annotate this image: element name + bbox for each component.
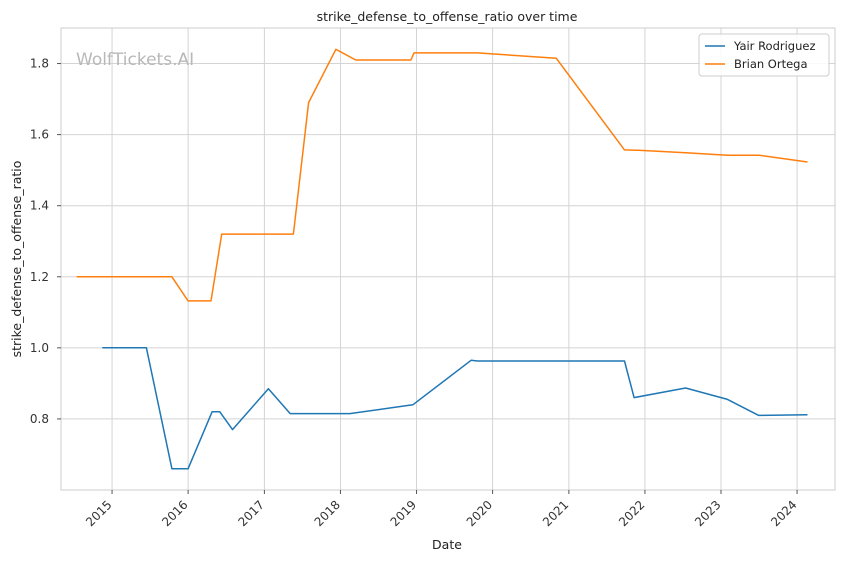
- legend-box: [698, 33, 830, 77]
- y-tick-label-2: 1.2: [30, 270, 49, 284]
- x-axis-title: Date: [432, 537, 462, 552]
- y-tick-label-3: 1.4: [30, 199, 49, 213]
- y-tick-label-1: 1.0: [30, 341, 49, 355]
- series-layer: [76, 48, 808, 470]
- y-tick-label-4: 1.6: [30, 128, 49, 142]
- legend-label-brian-ortega: Brian Ortega: [734, 57, 808, 71]
- plot-frame: [60, 27, 836, 491]
- y-axis-title: strike_defense_to_offense_ratio: [9, 161, 24, 358]
- series-line-brian-ortega: [76, 48, 808, 302]
- series-line-yair-rodriguez: [102, 347, 808, 470]
- legend: Yair Rodriguez Brian Ortega: [698, 33, 830, 77]
- y-tick-label-5: 1.8: [30, 57, 49, 71]
- y-tick-label-0: 0.8: [30, 412, 49, 426]
- chart-title: strike_defense_to_offense_ratio over tim…: [317, 9, 578, 24]
- legend-label-yair-rodriguez: Yair Rodriguez: [733, 39, 816, 53]
- grid-lines: [61, 28, 835, 490]
- watermark-text: WolfTickets.AI: [76, 50, 194, 70]
